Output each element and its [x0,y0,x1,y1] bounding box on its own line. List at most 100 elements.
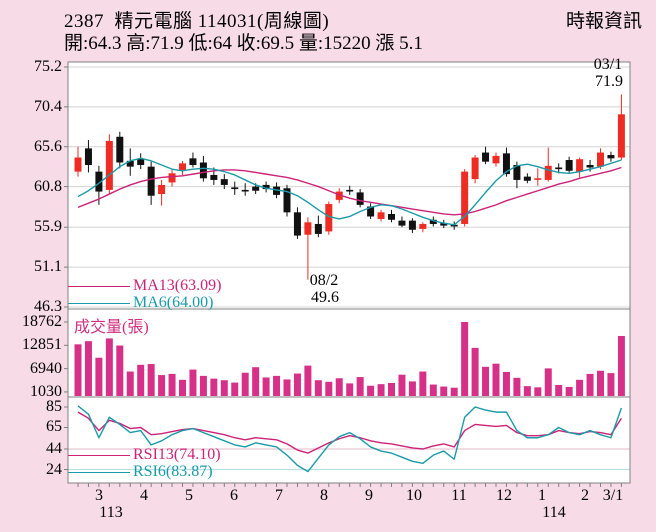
rsi-axis-label: 85 [46,398,62,415]
candle-down [199,162,207,179]
volume-bar [450,387,458,396]
candle-down [283,188,291,213]
volume-bar [116,345,124,396]
volume-bar [523,386,531,396]
volume-bar [74,344,82,396]
rsi13-line [77,411,622,454]
volume-bar [189,369,197,396]
ma13-line [77,166,622,216]
candle-up [461,171,469,224]
volume-bar [210,378,218,396]
price-axis-label: 75.2 [34,58,62,75]
candle-down [450,224,458,227]
month-label: 12 [496,487,512,504]
candle-down [388,213,395,220]
candle-down [555,167,563,170]
candle-down [398,220,406,226]
candle-up [158,184,166,195]
volume-bar [513,377,521,396]
candle-down [252,186,260,191]
volume-bar [544,368,552,396]
volume-bar [576,379,584,396]
candle-up [419,223,427,229]
candle-up [74,157,82,172]
candle-down [586,164,594,168]
price-axis-label: 70.4 [34,97,62,115]
volume-bar [325,381,333,396]
data-source-label: 時報資訊 [565,11,642,32]
volume-bar [617,335,625,396]
candle-up [168,173,176,183]
candle-up [534,178,542,180]
candle-down [314,223,322,234]
candle-down [231,187,239,190]
volume-bar [408,381,416,396]
month-label: 10 [406,487,422,504]
rsi13-legend: RSI13(74.10) [133,446,221,463]
month-label: 4 [140,487,148,504]
volume-panel-label: 成交量(張) [74,319,149,336]
low-annotation-date: 08/2 [309,272,339,289]
candle-up [377,212,385,219]
candle-down [137,159,145,165]
volume-bar [565,386,573,396]
candle-down [502,153,510,175]
rsi-axis-label: 65 [46,418,62,436]
volume-bar [220,380,228,396]
candle-down [429,219,437,224]
candle-down [189,158,197,165]
volume-bar [356,377,364,396]
month-label: 3/1 [602,487,624,504]
volume-bar [231,382,239,396]
candle-up [325,204,333,232]
candle-down [565,160,573,171]
candle-up [492,155,500,164]
candle-down [273,186,281,195]
candle-down [84,148,92,165]
candle-down [367,206,375,217]
candle-down [513,164,521,180]
month-label: 2 [581,487,589,504]
candle-up [544,165,552,180]
month-label: 6 [230,487,238,504]
year-label: 113 [99,504,123,521]
volume-bar [262,377,270,396]
candle-up [617,114,625,158]
volume-bar [252,367,260,396]
candle-up [597,152,604,167]
volume-bar [105,338,113,396]
rsi6-legend-swatch [68,472,130,473]
page-title: 2387 精元電腦 114031(周線圖) [64,11,330,32]
price-axis-label: 60.8 [34,177,62,195]
volume-bar [241,372,249,396]
candle-down [147,166,155,196]
volume-bar [126,371,134,396]
price-axis-label: 65.6 [34,137,62,155]
candle-down [523,176,531,181]
volume-bar [335,378,343,396]
month-label: 5 [185,487,193,504]
candle-up [105,140,113,190]
panels-border [67,61,631,484]
candle-down [262,184,270,190]
volume-bar [283,379,291,396]
volume-bar [607,373,615,396]
ma6-line [77,157,622,226]
low-annotation-value: 49.6 [311,289,339,306]
volume-bar [168,373,176,396]
volume-bar [346,383,354,396]
volume-axis-label: 18762 [22,313,62,330]
candle-down [210,174,218,180]
candle-down [293,212,301,236]
panels-background [68,62,630,483]
candle-down [356,192,364,205]
high-annotation-date: 03/1 [593,56,623,73]
candle-up [335,191,343,200]
ma13-legend: MA13(63.09) [133,277,222,294]
candle-down [220,179,228,185]
ma6-legend-swatch [68,303,130,304]
volume-axis-label: 1030 [30,382,62,400]
volume-bar [199,375,207,396]
